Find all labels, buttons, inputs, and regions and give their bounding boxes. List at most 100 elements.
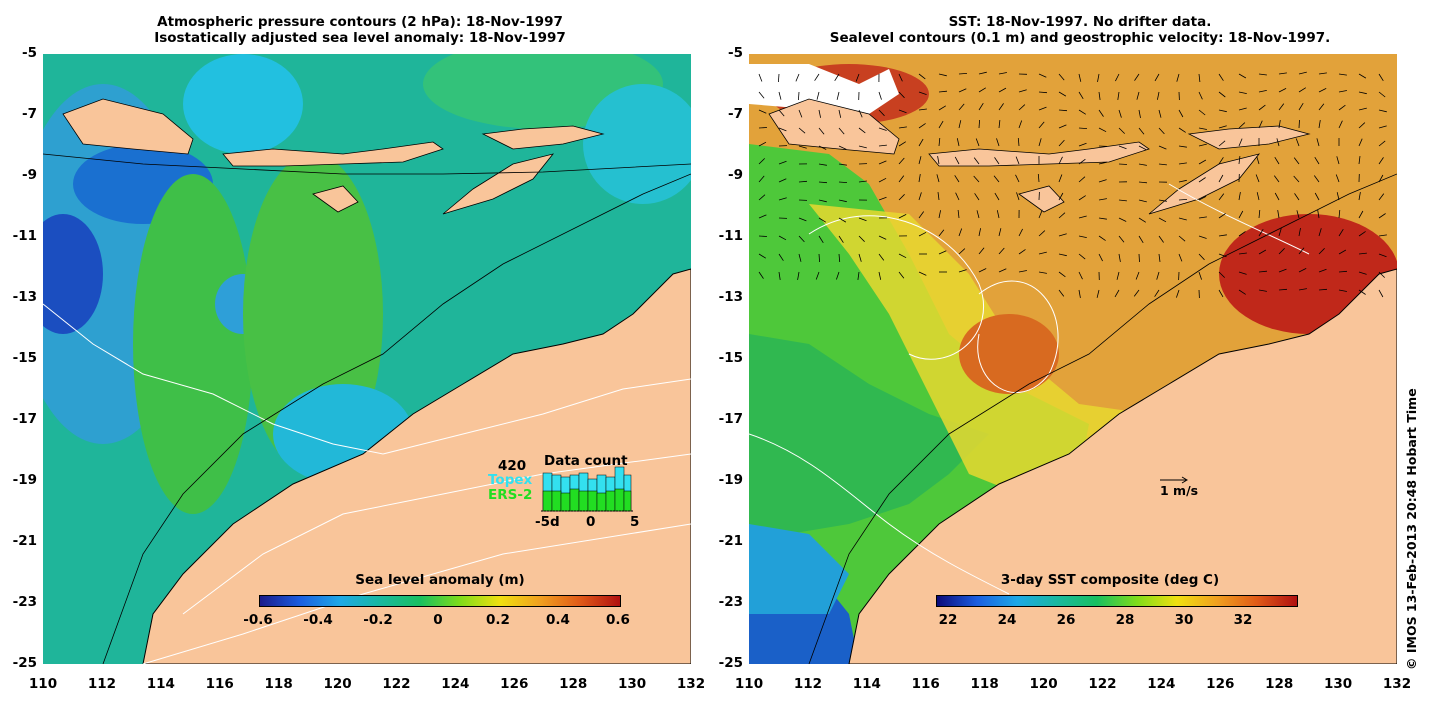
velocity-vector <box>1298 247 1305 255</box>
right-lat-tick: -21 <box>718 533 743 549</box>
velocity-vector <box>1058 174 1063 183</box>
velocity-vector <box>978 87 987 93</box>
velocity-vector <box>1378 271 1385 278</box>
velocity-vector <box>1318 248 1325 255</box>
velocity-vector <box>1378 73 1384 82</box>
right-lat-tick: -13 <box>718 289 743 305</box>
velocity-vector <box>818 163 827 166</box>
positive-anomaly-band <box>133 174 253 514</box>
left-lon-tick: 128 <box>559 676 588 692</box>
velocity-vector <box>1038 271 1047 274</box>
velocity-vector <box>918 211 925 219</box>
velocity-vector <box>996 138 1000 147</box>
velocity-vector <box>974 193 980 201</box>
left-lon-tick: 130 <box>617 676 647 692</box>
velocity-vector <box>1078 289 1081 298</box>
velocity-vector <box>918 174 921 183</box>
velocity-vector <box>898 109 907 114</box>
velocity-vector <box>1135 271 1140 280</box>
velocity-vector <box>898 73 903 82</box>
velocity-vector <box>1015 156 1020 165</box>
left-lat-tick: -19 <box>12 472 37 488</box>
velocity-vector <box>978 268 987 273</box>
velocity-vector <box>778 253 784 261</box>
velocity-vector <box>938 120 944 129</box>
velocity-vector <box>818 181 828 184</box>
velocity-vector <box>918 192 922 201</box>
velocity-vector <box>795 73 800 82</box>
velocity-vector <box>1058 124 1067 129</box>
data-count-tick-mid: 0 <box>586 514 596 530</box>
right-title-line2: Sealevel contours (0.1 m) and geostrophi… <box>829 30 1331 46</box>
velocity-vector <box>957 209 960 219</box>
velocity-vector <box>1098 127 1107 133</box>
velocity-vector <box>878 109 885 117</box>
velocity-vector <box>1158 235 1164 243</box>
velocity-vector <box>1273 175 1280 183</box>
sla-tick-6: 0.4 <box>546 612 570 628</box>
velocity-vector <box>1018 249 1026 255</box>
cloud-mask <box>749 64 899 114</box>
sla-tick-4: 0 <box>433 612 443 628</box>
velocity-vector <box>758 214 767 219</box>
velocity-vector <box>858 253 862 262</box>
pressure-contour-1 <box>43 303 384 455</box>
velocity-vector <box>1318 288 1328 291</box>
velocity-vector <box>1038 106 1047 111</box>
velocity-vector <box>958 73 968 75</box>
velocity-vector <box>1078 215 1087 219</box>
velocity-vector <box>1358 91 1367 95</box>
velocity-vector <box>978 102 984 111</box>
velocity-vector <box>1378 140 1386 147</box>
velocity-vector <box>898 194 905 201</box>
velocity-vector <box>1318 228 1322 237</box>
velocity-vector <box>996 210 1000 219</box>
velocity-vector <box>1138 199 1147 203</box>
velocity-vector <box>878 91 882 100</box>
velocity-vector <box>1098 161 1107 165</box>
velocity-vector <box>758 158 765 165</box>
velocity-vector <box>798 91 800 101</box>
velocity-vector <box>815 271 820 280</box>
velocity-vector <box>1058 271 1066 278</box>
velocity-vector <box>1078 109 1087 115</box>
velocity-vector <box>1198 127 1207 130</box>
velocity-vector <box>1098 179 1107 183</box>
velocity-vector <box>1258 228 1264 237</box>
velocity-vector <box>1078 195 1086 201</box>
velocity-vector <box>836 271 840 280</box>
velocity-vector <box>1218 193 1225 201</box>
velocity-vector <box>938 229 945 237</box>
velocity-vector <box>1238 138 1243 147</box>
velocity-vector <box>1218 91 1226 98</box>
velocity-vector <box>1058 212 1066 219</box>
velocity-vector <box>1198 73 1201 83</box>
velocity-vector <box>1058 139 1065 147</box>
velocity-vector <box>838 181 848 183</box>
velocity-vector <box>1058 289 1065 297</box>
left-lon-tick: 112 <box>87 676 116 692</box>
velocity-vector <box>1298 288 1307 291</box>
velocity-vector <box>1218 271 1225 278</box>
velocity-vector <box>1293 175 1300 183</box>
velocity-vector <box>1378 109 1387 113</box>
copyright-label: © IMOS 13-Feb-2013 20:48 Hobart Time <box>1404 388 1419 670</box>
velocity-vector <box>1358 122 1366 129</box>
velocity-vector <box>1255 174 1260 183</box>
sumba-island <box>312 185 359 213</box>
velocity-vector <box>978 247 985 255</box>
velocity-vector <box>858 235 865 242</box>
velocity-vector <box>1338 90 1347 93</box>
velocity-vector <box>1156 271 1160 280</box>
velocity-vector <box>1114 289 1120 298</box>
velocity-vector <box>1293 157 1300 165</box>
left-panel-title: Atmospheric pressure contours (2 hPa): 1… <box>130 14 590 46</box>
velocity-vector <box>1018 89 1027 93</box>
velocity-vector <box>918 138 924 147</box>
velocity-vector <box>838 217 847 223</box>
lesser-sunda-islands-right <box>928 141 1150 167</box>
velocity-vector <box>1378 213 1386 219</box>
velocity-vector <box>798 109 803 118</box>
velocity-vector <box>998 228 1002 237</box>
velocity-vector <box>1378 157 1384 165</box>
